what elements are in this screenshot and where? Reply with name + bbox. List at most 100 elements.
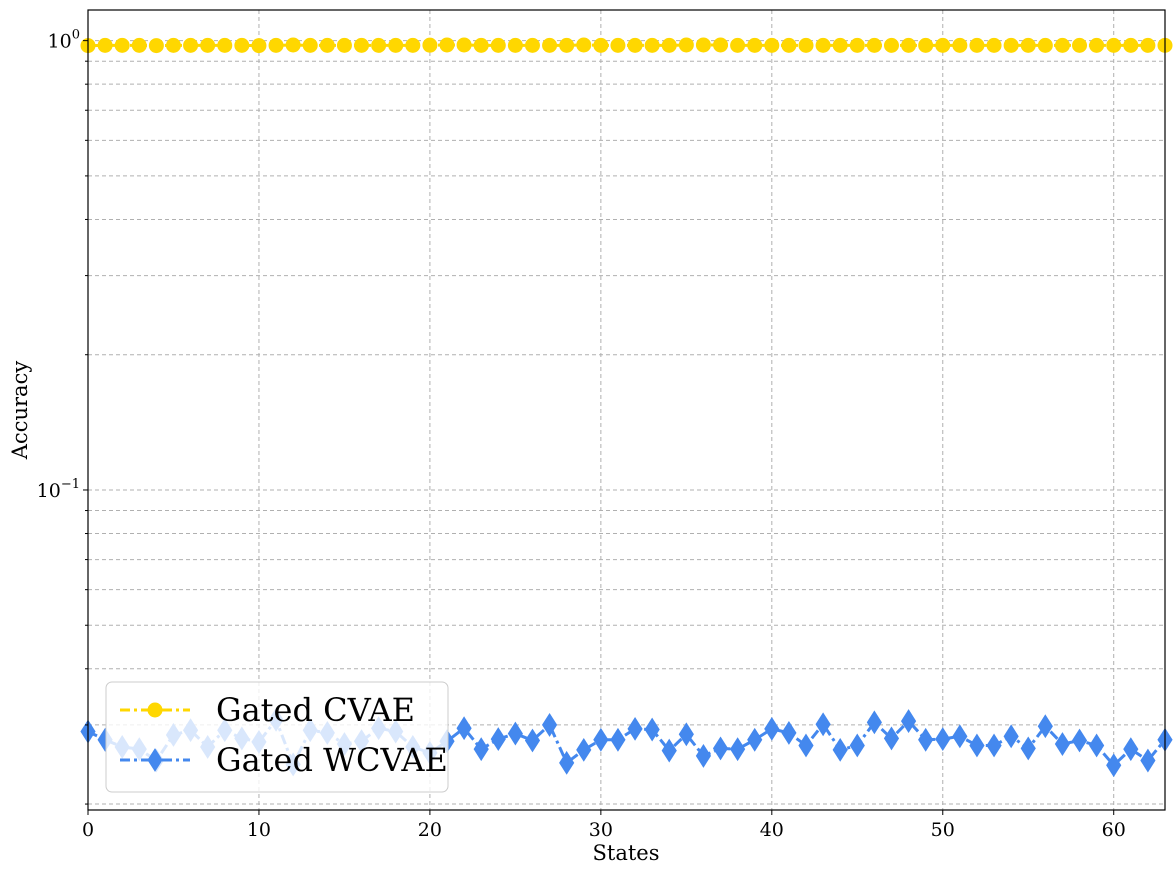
data-point: [678, 37, 694, 53]
data-point: [798, 733, 814, 758]
data-point: [712, 736, 729, 761]
data-point: [1071, 728, 1088, 753]
data-point: [1054, 732, 1071, 756]
data-point: [234, 37, 250, 53]
x-tick-label: 50: [931, 819, 955, 841]
data-point: [952, 724, 968, 749]
data-point: [969, 37, 985, 53]
data-point: [1089, 733, 1105, 758]
data-point: [1020, 736, 1036, 761]
data-point: [114, 37, 130, 53]
data-point: [490, 727, 506, 752]
legend-box: [105, 681, 449, 793]
data-point: [627, 37, 643, 53]
data-point: [764, 716, 780, 741]
data-point: [131, 37, 147, 53]
data-point: [1072, 37, 1088, 53]
x-tick-label: 60: [1102, 819, 1126, 841]
data-point: [900, 709, 917, 733]
data-point: [695, 37, 711, 53]
data-point: [354, 37, 370, 53]
x-tick-label: 30: [589, 819, 613, 841]
data-point: [1123, 37, 1139, 53]
tick-layer: 0 10 20 30 40 50 60 100 10−1: [37, 28, 1126, 841]
series-layer: [80, 37, 1173, 778]
data-point: [576, 737, 592, 762]
data-point: [576, 37, 592, 53]
data-point: [798, 37, 814, 53]
data-point: [1003, 724, 1019, 749]
data-point: [183, 37, 199, 53]
data-point: [815, 712, 831, 737]
grid-layer: [87, 10, 1165, 810]
y-tick-label: 100: [48, 28, 80, 53]
data-point: [405, 37, 421, 53]
data-point: [473, 737, 489, 762]
data-point: [610, 727, 626, 752]
plot-frame: [87, 9, 1166, 811]
legend-entry: Gated CVAE: [120, 691, 415, 729]
data-point: [507, 721, 523, 746]
data-point: [1140, 748, 1156, 773]
series-gated-cvae: [80, 37, 1173, 54]
data-point: [627, 716, 643, 741]
data-point: [439, 37, 455, 53]
x-tick-label: 20: [418, 819, 442, 841]
data-point: [661, 738, 677, 763]
data-point: [695, 743, 712, 768]
data-point: [883, 37, 899, 53]
legend-label: Gated WCVAE: [216, 741, 448, 779]
legend-entry: Gated WCVAE: [120, 741, 448, 779]
data-point: [883, 726, 900, 751]
data-point: [165, 37, 181, 53]
data-point: [524, 728, 541, 753]
data-point: [1037, 37, 1053, 53]
data-point: [542, 37, 558, 53]
data-point: [251, 38, 267, 54]
data-point: [969, 733, 985, 758]
series-line: [87, 43, 1165, 48]
legend-marker: [147, 702, 163, 718]
data-point: [849, 37, 865, 53]
data-point: [781, 720, 797, 745]
data-point: [1106, 753, 1122, 778]
data-point: [559, 750, 575, 775]
data-point: [901, 37, 917, 53]
x-axis-label: States: [593, 841, 660, 865]
data-point: [1140, 37, 1156, 53]
data-point: [524, 37, 540, 53]
data-point: [97, 37, 113, 53]
data-point: [1054, 37, 1070, 53]
series-line: [87, 716, 1167, 769]
data-point: [490, 37, 506, 53]
data-point: [918, 37, 934, 53]
data-point: [268, 37, 284, 53]
data-point: [644, 717, 660, 742]
data-point: [986, 37, 1002, 53]
data-point: [918, 727, 934, 752]
data-point: [661, 37, 677, 53]
data-point: [371, 37, 387, 53]
data-point: [1089, 37, 1105, 53]
data-point: [644, 37, 660, 53]
data-point: [866, 710, 882, 735]
x-tick-label: 10: [247, 819, 271, 841]
data-point: [541, 712, 558, 737]
data-point: [935, 37, 951, 53]
data-point: [815, 37, 831, 53]
data-point: [319, 37, 335, 53]
data-point: [781, 37, 797, 53]
data-point: [986, 733, 1002, 758]
data-point: [559, 37, 575, 53]
data-point: [1106, 37, 1122, 53]
data-point: [730, 37, 746, 53]
x-tick-label: 40: [760, 819, 784, 841]
data-point: [200, 37, 216, 53]
data-point: [1020, 37, 1036, 53]
data-point: [422, 37, 438, 53]
data-point: [747, 727, 763, 752]
legend-label: Gated CVAE: [216, 691, 415, 729]
data-point: [832, 737, 848, 762]
x-tick-label: 0: [82, 819, 94, 841]
